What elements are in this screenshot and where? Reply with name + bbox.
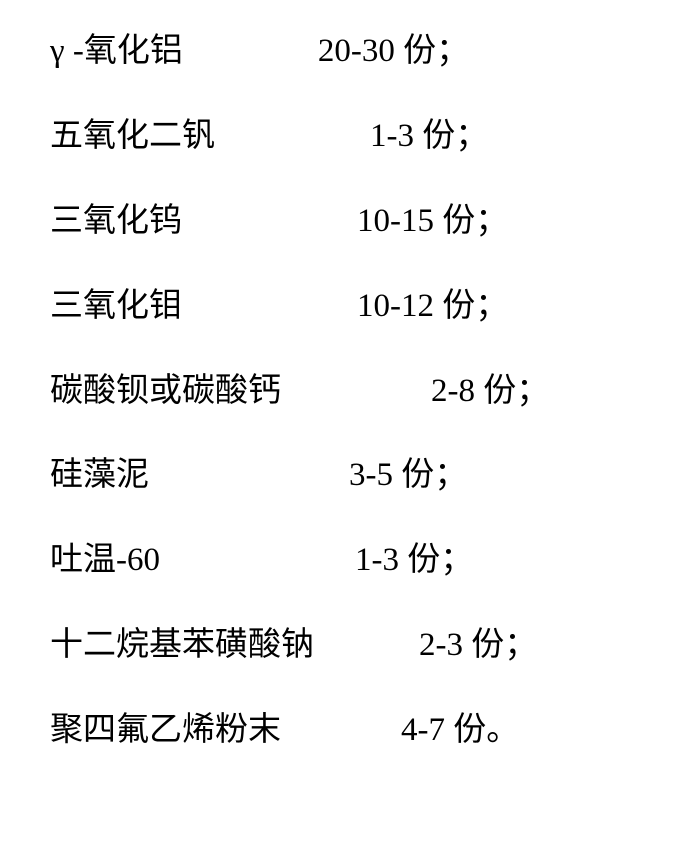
ingredient-amount: 4-7 份。: [401, 709, 519, 752]
ingredient-row: 三氧化钨 10-15 份；: [50, 200, 656, 243]
ingredient-amount: 20-30 份；: [318, 30, 469, 73]
ingredient-amount: 10-15 份；: [357, 200, 508, 243]
ingredient-row: 碳酸钡或碳酸钙 2-8 份；: [50, 370, 656, 413]
ingredient-list: γ -氧化铝20-30 份；五氧化二钒1-3 份；三氧化钨10-15 份；三氧化…: [0, 0, 696, 824]
ingredient-name: 五氧化二钒: [50, 115, 215, 158]
ingredient-amount: 2-3 份；: [419, 624, 537, 667]
ingredient-name: 硅藻泥: [50, 454, 149, 497]
ingredient-row: γ -氧化铝 20-30 份；: [50, 30, 656, 73]
ingredient-row: 硅藻泥 3-5 份；: [50, 454, 656, 497]
ingredient-row: 三氧化钼 10-12 份；: [50, 285, 656, 328]
ingredient-amount: 1-3 份；: [355, 539, 473, 582]
ingredient-name: 十二烷基苯磺酸钠: [50, 624, 314, 667]
ingredient-row: 聚四氟乙烯粉末 4-7 份。: [50, 709, 656, 752]
ingredient-name: 碳酸钡或碳酸钙: [50, 370, 281, 413]
ingredient-name: 三氧化钼: [50, 285, 182, 328]
ingredient-name: 聚四氟乙烯粉末: [50, 709, 281, 752]
ingredient-name: 三氧化钨: [50, 200, 182, 243]
ingredient-amount: 2-8 份；: [431, 370, 549, 413]
ingredient-name: 吐温-60: [50, 539, 160, 582]
ingredient-row: 吐温-60 1-3 份；: [50, 539, 656, 582]
ingredient-name: γ -氧化铝: [50, 30, 183, 73]
ingredient-row: 五氧化二钒 1-3 份；: [50, 115, 656, 158]
ingredient-amount: 3-5 份；: [349, 454, 467, 497]
ingredient-amount: 1-3 份；: [370, 115, 488, 158]
ingredient-amount: 10-12 份；: [357, 285, 508, 328]
ingredient-row: 十二烷基苯磺酸钠 2-3 份；: [50, 624, 656, 667]
